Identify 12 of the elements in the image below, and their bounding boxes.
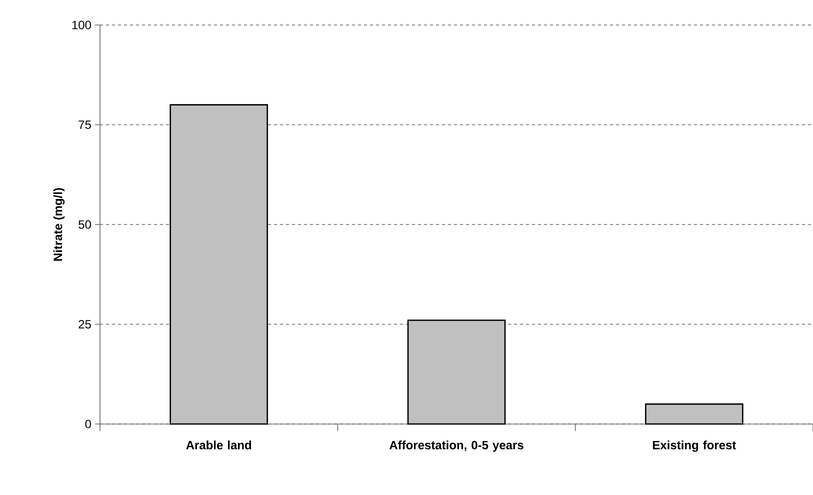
y-tick-label: 0 (85, 420, 92, 428)
y-tick-label: 75 (78, 120, 91, 129)
y-axis-title: Nitrate (mg/l) (53, 188, 65, 261)
y-tick-label: 25 (78, 320, 91, 328)
x-tick-label: Existing forest (652, 440, 736, 452)
y-tick-label: 50 (78, 220, 91, 229)
bar (170, 104, 268, 425)
bar (645, 403, 744, 425)
y-tick-label: 100 (72, 20, 91, 30)
x-tick-label: Afforestation, 0-5 years (389, 440, 524, 452)
bar (407, 320, 506, 425)
x-tick-label: Arable land (186, 440, 252, 450)
